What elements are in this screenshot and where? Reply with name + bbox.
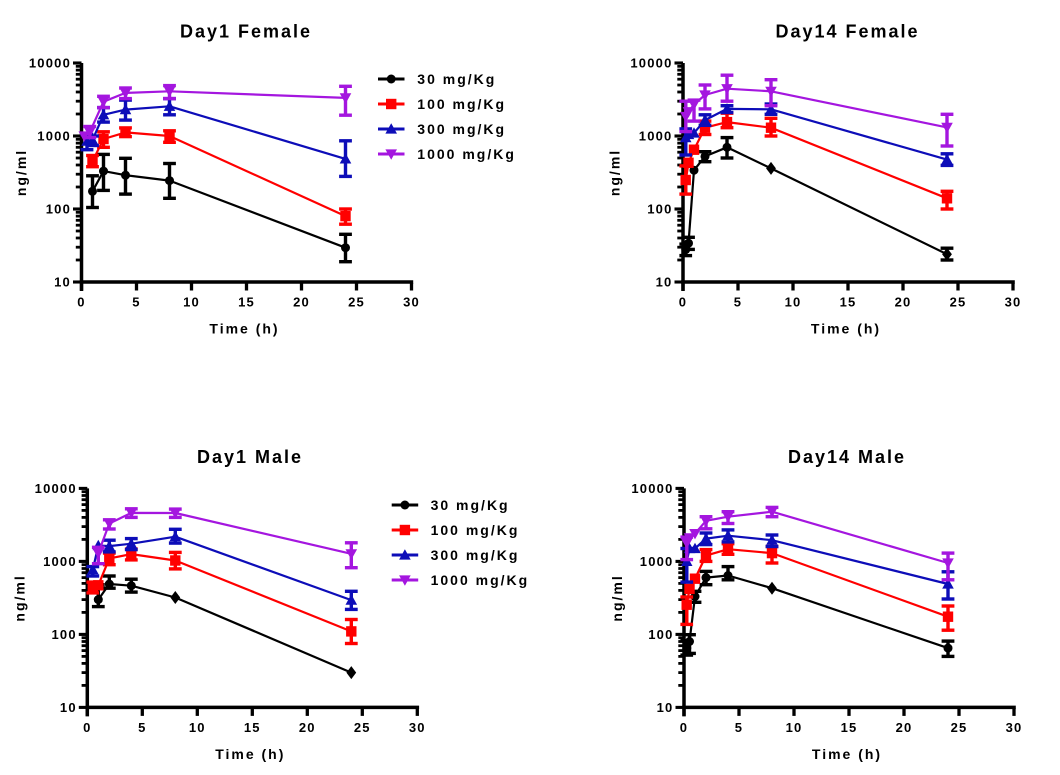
svg-text:1000: 1000 [640, 554, 674, 569]
svg-text:15: 15 [238, 295, 255, 310]
svg-text:Day1 Female: Day1 Female [180, 22, 312, 42]
svg-text:0: 0 [679, 295, 687, 310]
svg-text:25: 25 [951, 720, 968, 735]
svg-text:300 mg/Kg: 300 mg/Kg [431, 547, 520, 563]
svg-text:Time (h): Time (h) [209, 321, 279, 337]
svg-text:10: 10 [656, 275, 673, 290]
svg-text:10: 10 [60, 700, 77, 715]
svg-text:100: 100 [648, 627, 673, 642]
svg-text:300 mg/Kg: 300 mg/Kg [417, 121, 506, 137]
svg-text:10: 10 [183, 295, 200, 310]
svg-text:20: 20 [293, 295, 310, 310]
svg-text:25: 25 [950, 295, 967, 310]
svg-text:0: 0 [680, 720, 688, 735]
svg-text:ng/ml: ng/ml [607, 149, 623, 196]
svg-text:1000 mg/Kg: 1000 mg/Kg [431, 572, 530, 588]
svg-text:5: 5 [734, 295, 742, 310]
svg-text:30: 30 [409, 720, 426, 735]
svg-text:10: 10 [785, 295, 802, 310]
svg-text:Day1 Male: Day1 Male [197, 447, 303, 467]
svg-text:10000: 10000 [35, 481, 77, 496]
svg-text:1000 mg/Kg: 1000 mg/Kg [417, 146, 516, 162]
svg-text:5: 5 [138, 720, 146, 735]
svg-text:Day14 Male: Day14 Male [788, 447, 906, 467]
svg-text:5: 5 [735, 720, 743, 735]
svg-text:5: 5 [132, 295, 140, 310]
svg-text:10: 10 [54, 275, 71, 290]
svg-text:Day14 Female: Day14 Female [775, 22, 919, 42]
svg-text:ng/ml: ng/ml [609, 574, 625, 621]
svg-text:100: 100 [52, 627, 77, 642]
svg-text:10000: 10000 [29, 56, 71, 71]
svg-text:100: 100 [647, 202, 672, 217]
svg-text:0: 0 [83, 720, 91, 735]
svg-text:100: 100 [46, 202, 71, 217]
svg-text:10: 10 [189, 720, 206, 735]
svg-text:30 mg/Kg: 30 mg/Kg [417, 71, 496, 87]
svg-text:30: 30 [1006, 720, 1023, 735]
svg-text:10: 10 [786, 720, 803, 735]
svg-text:10000: 10000 [631, 481, 673, 496]
svg-text:20: 20 [299, 720, 316, 735]
svg-text:10: 10 [657, 700, 674, 715]
svg-text:15: 15 [840, 295, 857, 310]
svg-text:0: 0 [77, 295, 85, 310]
svg-text:25: 25 [354, 720, 371, 735]
svg-text:30: 30 [403, 295, 420, 310]
svg-text:1000: 1000 [43, 554, 77, 569]
svg-text:100 mg/Kg: 100 mg/Kg [417, 96, 506, 112]
svg-text:Time (h): Time (h) [812, 746, 882, 762]
svg-text:15: 15 [841, 720, 858, 735]
svg-text:30 mg/Kg: 30 mg/Kg [431, 497, 510, 513]
svg-text:30: 30 [1005, 295, 1022, 310]
svg-text:Time (h): Time (h) [215, 746, 285, 762]
svg-text:1000: 1000 [37, 129, 71, 144]
svg-text:100 mg/Kg: 100 mg/Kg [431, 522, 520, 538]
svg-text:25: 25 [348, 295, 365, 310]
svg-text:1000: 1000 [639, 129, 673, 144]
svg-text:20: 20 [896, 720, 913, 735]
svg-text:10000: 10000 [630, 56, 672, 71]
svg-text:Time (h): Time (h) [811, 321, 881, 337]
svg-text:ng/ml: ng/ml [13, 149, 29, 196]
svg-text:15: 15 [244, 720, 261, 735]
svg-text:20: 20 [895, 295, 912, 310]
svg-text:ng/ml: ng/ml [11, 574, 27, 621]
